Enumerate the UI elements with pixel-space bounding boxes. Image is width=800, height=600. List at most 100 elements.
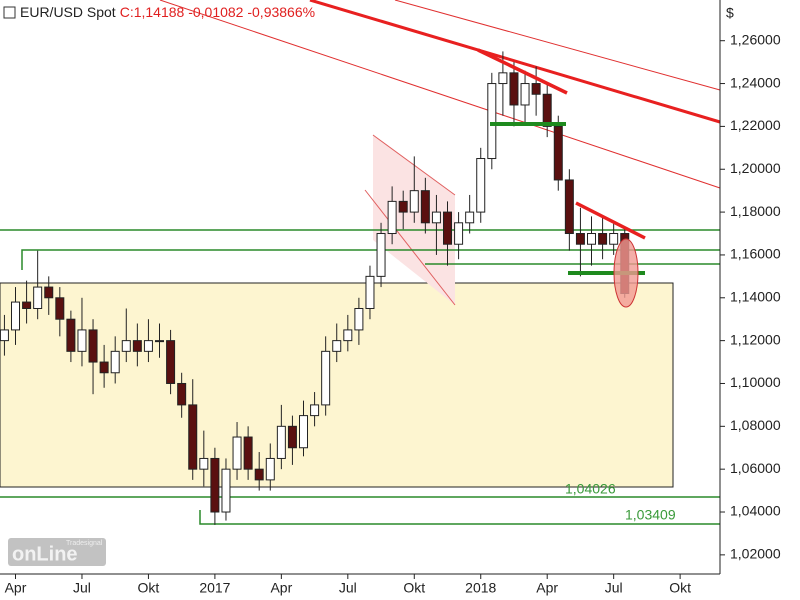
checkbox[interactable] [3, 6, 16, 19]
candle-body [265, 457, 275, 481]
candle-body [531, 83, 541, 95]
channel-line [364, 189, 456, 306]
logo [8, 538, 106, 566]
candle-body [44, 286, 54, 299]
candle-body [88, 329, 98, 363]
y-tick-label: 1,06000 [730, 460, 781, 476]
x-tick-label: Okt [669, 580, 691, 596]
candle-body [99, 361, 109, 374]
candle-body [598, 233, 608, 245]
y-tick-label: 1,18000 [730, 203, 781, 219]
y-tick-label: 1,02000 [730, 546, 781, 562]
candle-body [143, 340, 153, 352]
candle-body [387, 200, 397, 235]
candle-body [254, 468, 264, 481]
y-tick-label: 1,14000 [730, 288, 781, 304]
x-tick-label: Jul [339, 580, 357, 596]
logo-big: onLine [12, 543, 78, 565]
candle-body [476, 158, 486, 213]
trend-line [159, 0, 721, 189]
candle-body [376, 233, 386, 277]
y-tick-label: 1,20000 [730, 160, 781, 176]
candle-body [310, 404, 320, 417]
x-tick-label: Apr [5, 580, 27, 596]
candle-body [155, 340, 165, 343]
candle-body [498, 72, 508, 85]
x-tick-label: Apr [270, 580, 292, 596]
x-tick-label: 2018 [465, 580, 496, 596]
candle-body [177, 382, 187, 406]
candle-body [0, 329, 9, 342]
x-tick-label: Apr [536, 580, 558, 596]
y-tick-label: 1,08000 [730, 417, 781, 433]
candle-body [232, 436, 242, 470]
currency: $ [726, 5, 734, 21]
y-tick-label: 1,22000 [730, 117, 781, 133]
x-tick-label: Okt [138, 580, 160, 596]
candle-body [66, 318, 76, 352]
candle-body [509, 72, 519, 106]
candle-body [77, 329, 87, 352]
trend-line [575, 201, 646, 240]
candle-body [276, 425, 286, 459]
level-label: 1,03409 [625, 507, 676, 523]
trend-line [309, 0, 721, 124]
candle-body [11, 301, 21, 331]
candle-body [321, 350, 331, 406]
x-tick-label: Jul [73, 580, 91, 596]
candle-body [542, 93, 552, 127]
candle-body [199, 457, 209, 470]
logo-small: Tradesignal [66, 540, 103, 547]
candle-body [132, 340, 142, 352]
candle-body [299, 415, 309, 449]
candle-body [221, 468, 231, 513]
highlight [613, 238, 639, 308]
level-label: 1,04026 [565, 481, 616, 497]
x-tick-label: Jul [605, 580, 623, 596]
candle-body [520, 83, 530, 106]
candle-body [343, 329, 353, 342]
candle-body [55, 297, 65, 320]
candle-body [188, 404, 198, 470]
candle-body [431, 211, 441, 224]
support-line [21, 249, 720, 270]
x-tick-label: 2017 [199, 580, 230, 596]
candle-body [365, 275, 375, 309]
candle-body [609, 233, 619, 245]
candle-body [443, 211, 453, 245]
candle-body [287, 425, 297, 449]
y-tick-label: 1,12000 [730, 331, 781, 347]
candle-body [22, 301, 32, 309]
candle-body [409, 190, 419, 213]
symbol: EUR/USD Spot [20, 4, 116, 20]
candle-body [110, 350, 120, 374]
candle-body [587, 233, 597, 245]
y-tick-label: 1,24000 [730, 74, 781, 90]
y-tick-label: 1,04000 [730, 503, 781, 519]
header: EUR/USD Spot C:1,14188 -0,01082 -0,93866% [20, 4, 315, 20]
candle-body [575, 233, 585, 245]
trend-line [477, 48, 568, 95]
x-tick-label: Okt [403, 580, 425, 596]
candle-body [354, 307, 364, 331]
candle-body [454, 222, 464, 245]
candle-body [420, 190, 430, 224]
candle-body [210, 457, 220, 513]
candle-body [465, 211, 475, 224]
candle-body [487, 83, 497, 160]
candle-body [33, 286, 43, 309]
candle-body [398, 200, 408, 213]
candle-body [243, 436, 253, 470]
candle-body [564, 179, 574, 235]
candle-body [166, 340, 176, 384]
quote: C:1,14188 -0,01082 -0,93866% [120, 4, 315, 20]
trend-line [394, 0, 721, 91]
y-tick-label: 1,26000 [730, 31, 781, 47]
candle-body [332, 340, 342, 352]
candle-body [121, 340, 131, 352]
range-box [0, 282, 674, 488]
support-line [199, 510, 720, 525]
y-tick-label: 1,16000 [730, 246, 781, 262]
candle-body [553, 125, 563, 181]
